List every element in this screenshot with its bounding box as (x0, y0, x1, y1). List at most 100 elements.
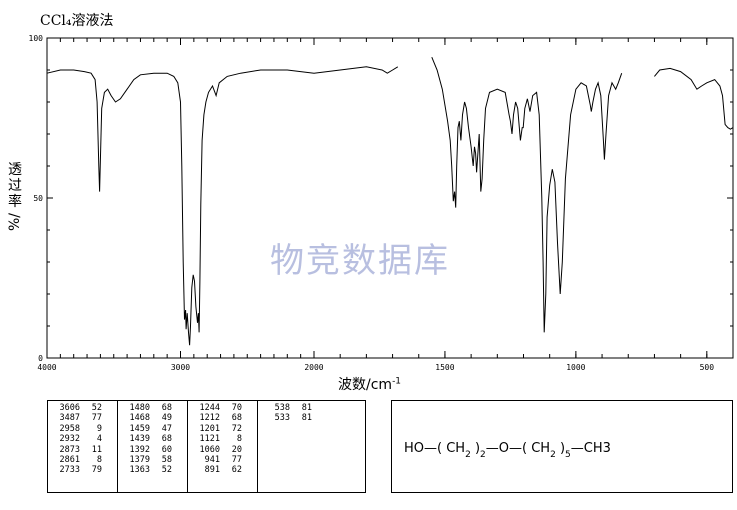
peak-wavenumber: 1379 (129, 455, 150, 466)
y-tick-label: 100 (29, 34, 44, 43)
peak-transmittance: 8 (236, 434, 242, 445)
peak-transmittance: 60 (161, 444, 172, 455)
peak-wavenumber: 1212 (199, 413, 220, 424)
formula-paren-open-2: ( (522, 441, 528, 456)
x-axis-label-exponent: -1 (392, 376, 402, 387)
peak-table-row: 1480 68 (122, 403, 183, 413)
peak-table-row: 941 77 (192, 455, 253, 465)
peak-wavenumber: 1121 (199, 434, 220, 445)
peak-table-row: 2873 11 (52, 445, 113, 455)
peak-table-row: 2861 8 (52, 455, 113, 465)
peak-wavenumber: 1480 (129, 403, 150, 413)
peak-transmittance: 68 (231, 413, 242, 424)
peak-wavenumber: 1363 (129, 465, 150, 476)
formula-sub-1: 2 (465, 450, 471, 460)
chart-title: CCl₄溶液法 (40, 13, 114, 29)
axis-ticks: 4000 3000 2000 1500 1000 500 0 50 100 (29, 34, 733, 372)
peak-table-row: 1468 49 (122, 413, 183, 423)
peak-table-column: 1480 68 1468 49 1459 47 1439 68 1392 60 1379 58 1363… (118, 401, 188, 492)
peak-wavenumber: 538 (274, 403, 290, 413)
peak-table-row: 538 81 (262, 403, 314, 413)
peak-transmittance: 62 (231, 465, 242, 476)
peak-wavenumber: 3487 (59, 413, 80, 424)
y-axis-label-text: 透过率 (8, 162, 22, 210)
formula-o: O (498, 441, 510, 456)
peak-transmittance: 77 (91, 413, 102, 424)
peak-wavenumber: 891 (204, 465, 220, 476)
peak-transmittance: 52 (91, 403, 102, 413)
peak-transmittance: 81 (301, 413, 312, 424)
peak-table-row: 3606 52 (52, 403, 113, 413)
peak-wavenumber: 1244 (199, 403, 220, 413)
peak-table-row: 1244 70 (192, 403, 253, 413)
watermark: 物竞数据库 (270, 241, 450, 281)
peak-table-row: 2958 9 (52, 424, 113, 434)
formula-repeat-2: 5 (565, 450, 571, 460)
formula-paren-open-1: ( (437, 441, 443, 456)
peak-table-row: 1201 72 (192, 424, 253, 434)
peak-transmittance: 68 (161, 403, 172, 413)
peak-table-row: 891 62 (192, 465, 253, 475)
peak-wavenumber: 1201 (199, 423, 220, 434)
x-tick-label: 2000 (304, 363, 323, 372)
x-axis-label: 波数/cm-1 (338, 374, 401, 394)
peak-wavenumber: 1459 (129, 423, 150, 434)
peak-transmittance: 70 (231, 403, 242, 413)
peak-table-row: 1392 60 (122, 445, 183, 455)
peak-table-row: 1121 8 (192, 434, 253, 444)
peak-table-row: 2932 4 (52, 434, 113, 444)
peak-transmittance: 8 (96, 455, 102, 466)
peak-table-row: 1459 47 (122, 424, 183, 434)
peak-wavenumber: 1439 (129, 434, 150, 445)
peak-table-row: 3487 77 (52, 413, 113, 423)
y-tick-label: 50 (33, 194, 43, 203)
peak-table-column: 1244 70 1212 68 1201 72 1121 8 1060 20 941 77 891 62 (188, 401, 258, 492)
formula-ch3: CH3 (583, 441, 611, 456)
peak-wavenumber: 533 (274, 413, 290, 424)
peak-transmittance: 68 (161, 434, 172, 445)
formula-ch-2: CH (531, 441, 551, 456)
spectrum-segment (46, 66, 399, 346)
peak-transmittance: 77 (231, 455, 242, 466)
peak-table-row: 1363 52 (122, 465, 183, 475)
peak-wavenumber: 1060 (199, 444, 220, 455)
y-tick-label: 0 (38, 354, 43, 363)
peak-wavenumber: 3606 (59, 403, 80, 413)
peak-table-row: 1212 68 (192, 413, 253, 423)
peak-transmittance: 11 (91, 444, 102, 455)
formula-repeat-1: 2 (480, 450, 486, 460)
x-tick-label: 1500 (435, 363, 454, 372)
peak-transmittance: 58 (161, 455, 172, 466)
peak-wavenumber: 2958 (59, 423, 80, 434)
y-axis-label: 透过率 %/ (6, 162, 24, 231)
peak-table-column: 3606 52 3487 77 2958 9 2932 4 2873 11 2861 8 2733 79 (48, 401, 118, 492)
peak-wavenumber: 2873 (59, 444, 80, 455)
peak-wavenumber: 2733 (59, 465, 80, 476)
peak-table-row: 2733 79 (52, 465, 113, 475)
spectrum-trace (46, 57, 734, 346)
x-tick-label: 3000 (171, 363, 190, 372)
x-tick-label: 1000 (566, 363, 585, 372)
ir-spectrum-chart: 4000 3000 2000 1500 1000 500 0 50 100 (29, 34, 734, 372)
peak-transmittance: 52 (161, 465, 172, 476)
peak-wavenumber: 941 (204, 455, 220, 466)
structural-formula: HO—( CH2 )2—O—( CH2 )5—CH3 (404, 441, 611, 460)
peak-table-row: 533 81 (262, 413, 314, 423)
peak-wavenumber: 2932 (59, 434, 80, 445)
formula-paren-close-1: ) (474, 441, 481, 456)
peak-table: 3606 52 3487 77 2958 9 2932 4 2873 11 2861 8 2733 79 1… (47, 400, 366, 493)
formula-ch-1: CH (446, 441, 466, 456)
peak-transmittance: 72 (231, 423, 242, 434)
formula-sub-2: 2 (550, 450, 556, 460)
spectrum-segment (654, 67, 734, 130)
peak-wavenumber: 2861 (59, 455, 80, 466)
peak-transmittance: 79 (91, 465, 102, 476)
peak-transmittance: 47 (161, 423, 172, 434)
spectrum-segment (431, 57, 623, 333)
peak-table-column: 538 81 533 81 (258, 401, 318, 492)
x-tick-label: 4000 (37, 363, 56, 372)
peak-transmittance: 49 (161, 413, 172, 424)
formula-ho: HO (404, 441, 425, 456)
peak-wavenumber: 1392 (129, 444, 150, 455)
peak-transmittance: 4 (96, 434, 102, 445)
